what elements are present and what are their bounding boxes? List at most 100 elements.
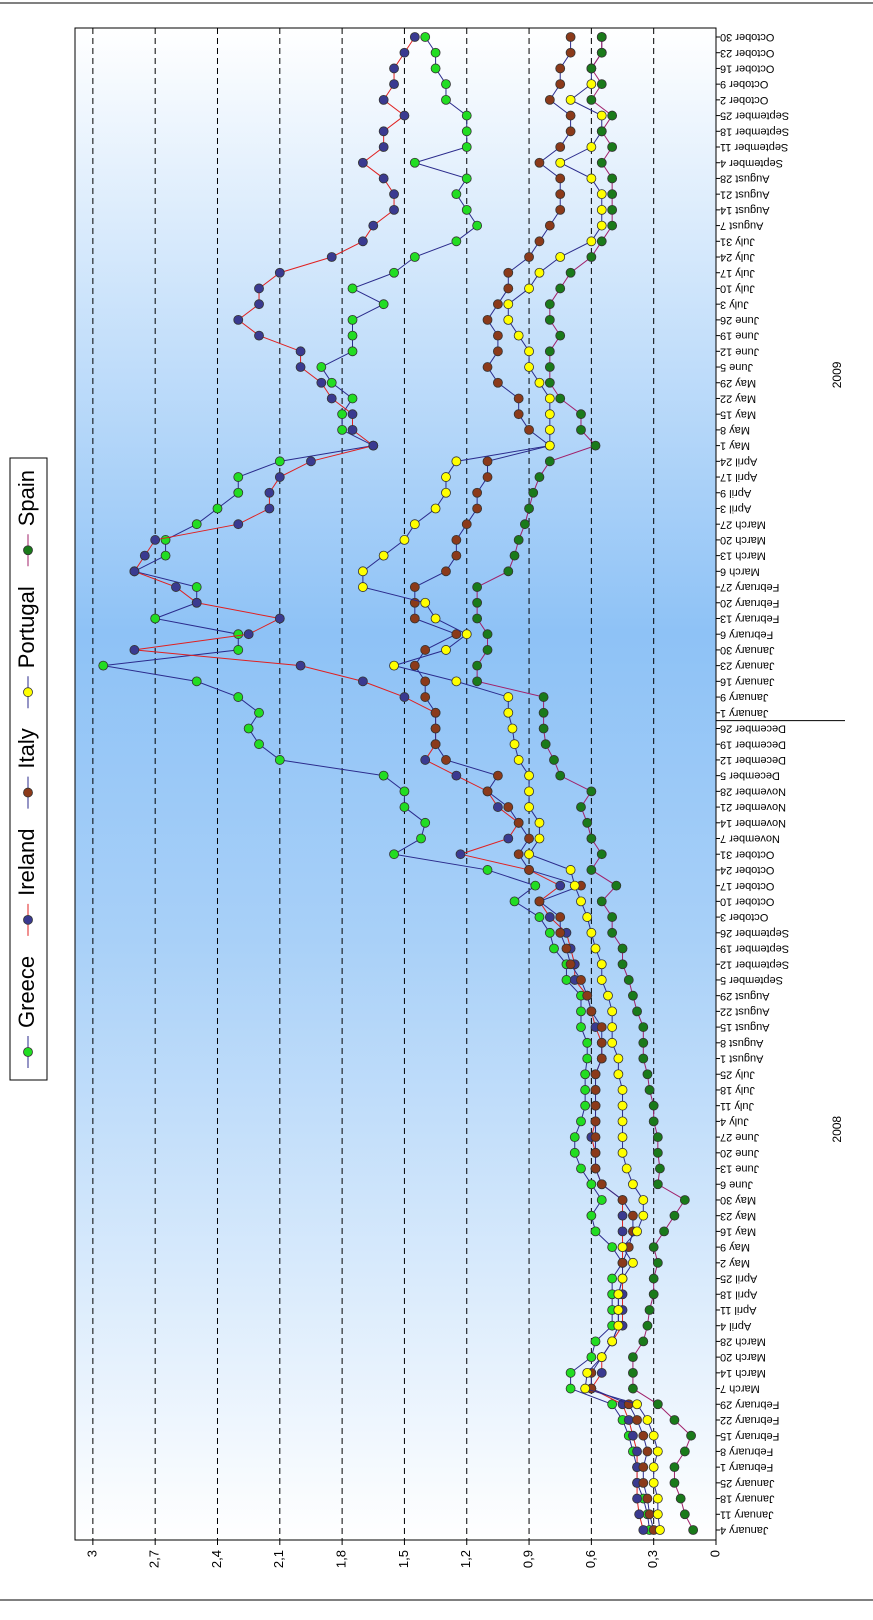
data-point <box>617 943 628 954</box>
x-tick-label: November 28 <box>720 785 786 797</box>
data-point <box>565 94 576 105</box>
x-tick-label: June 19 <box>720 330 759 342</box>
data-point <box>607 927 618 938</box>
data-point <box>160 535 171 545</box>
data-point <box>617 1100 628 1111</box>
legend-marker <box>23 787 33 798</box>
data-point <box>596 79 607 90</box>
data-point <box>212 503 223 514</box>
y-tick-label: 0,3 <box>645 1550 660 1568</box>
x-tick-label: May 29 <box>720 377 756 389</box>
data-point <box>389 267 399 278</box>
x-tick-label: March 20 <box>720 1351 766 1363</box>
data-point <box>565 865 576 875</box>
x-tick-label: August 14 <box>720 204 770 216</box>
data-point <box>555 927 566 938</box>
data-point <box>472 503 483 514</box>
data-point <box>569 880 580 891</box>
data-point <box>441 472 451 482</box>
data-point <box>461 629 472 640</box>
data-point <box>607 1037 618 1048</box>
data-point <box>316 377 327 388</box>
data-point <box>596 236 607 247</box>
data-point <box>524 252 534 262</box>
data-point <box>389 63 399 74</box>
data-point <box>638 1022 649 1032</box>
x-tick-label: July 17 <box>720 267 755 279</box>
data-point <box>607 220 618 231</box>
data-point <box>482 314 493 325</box>
data-point <box>596 1053 607 1064</box>
data-point <box>642 1069 653 1080</box>
data-point <box>590 1147 601 1158</box>
data-point <box>555 63 566 74</box>
x-tick-label: October 17 <box>720 880 774 892</box>
data-point <box>628 1430 638 1441</box>
x-tick-label: September 25 <box>720 110 789 122</box>
x-tick-label: March 27 <box>720 518 766 530</box>
data-point <box>586 236 597 247</box>
data-point <box>528 487 539 498</box>
data-point <box>503 833 514 844</box>
data-point <box>638 1430 649 1441</box>
data-point <box>534 377 545 388</box>
data-point <box>623 975 634 985</box>
data-point <box>669 1462 680 1473</box>
x-tick-label: March 14 <box>720 1367 766 1379</box>
data-point <box>368 220 379 231</box>
data-point <box>669 1415 680 1425</box>
x-tick-label: April 25 <box>720 1273 757 1285</box>
data-point <box>430 47 441 58</box>
data-point <box>420 597 431 608</box>
data-point <box>513 330 524 341</box>
data-point <box>544 927 555 938</box>
data-point <box>544 94 555 105</box>
data-point <box>642 1415 653 1425</box>
x-tick-label: June 26 <box>720 314 759 326</box>
data-point <box>513 409 524 420</box>
data-point <box>679 1195 690 1205</box>
data-point <box>648 1289 659 1300</box>
data-point <box>513 755 524 765</box>
data-point <box>648 1273 659 1284</box>
data-point <box>98 660 109 671</box>
data-point <box>534 472 545 482</box>
data-point <box>607 1242 618 1253</box>
data-point <box>582 817 593 828</box>
data-point <box>555 770 566 781</box>
legend-marker <box>23 914 33 925</box>
data-point <box>378 94 389 105</box>
data-point <box>399 47 410 58</box>
grid <box>92 28 655 1540</box>
data-point <box>617 959 628 970</box>
data-point <box>544 220 555 231</box>
data-point <box>191 676 202 687</box>
data-point <box>565 110 576 121</box>
data-point <box>632 1493 642 1504</box>
data-point <box>534 896 545 907</box>
data-point <box>482 865 493 875</box>
data-point <box>129 566 140 577</box>
data-point <box>607 189 618 200</box>
data-point <box>586 252 597 262</box>
data-point <box>171 582 181 592</box>
data-point <box>655 1525 665 1535</box>
data-point <box>482 629 493 640</box>
legend-label: Spain <box>14 470 39 526</box>
x-tick-label: March 6 <box>720 565 760 577</box>
data-point <box>191 582 202 592</box>
x-tick-label: September 4 <box>720 157 783 169</box>
data-point <box>590 1163 601 1174</box>
data-point <box>347 424 358 435</box>
data-point <box>596 189 607 200</box>
data-point <box>538 707 549 718</box>
x-tick-label: October 23 <box>720 47 774 59</box>
data-point <box>652 1257 663 1268</box>
data-point <box>607 204 618 215</box>
x-tick-label: January 4 <box>720 1524 768 1536</box>
data-point <box>652 1493 663 1504</box>
data-point <box>590 440 601 451</box>
data-point <box>337 424 348 435</box>
x-tick-label: July 3 <box>720 298 749 310</box>
data-point <box>540 739 551 750</box>
